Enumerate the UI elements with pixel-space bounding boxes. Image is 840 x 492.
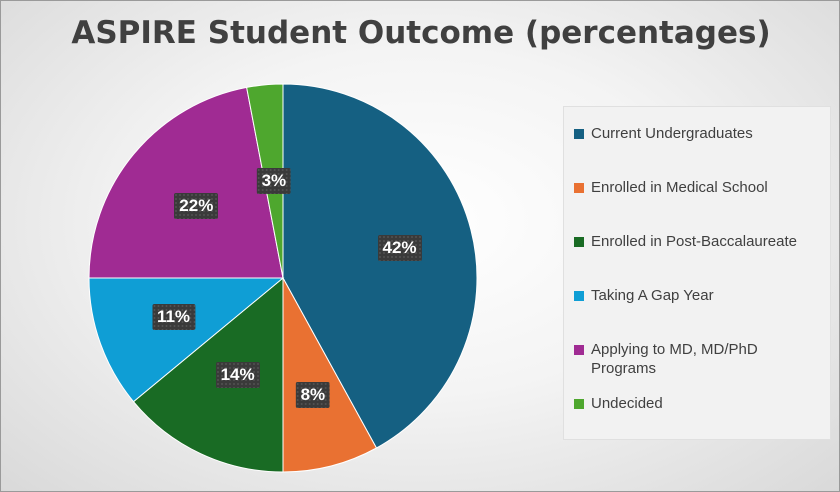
legend-item-0: Current Undergraduates bbox=[574, 124, 824, 143]
legend-item-3: Taking A Gap Year bbox=[574, 286, 824, 305]
legend-label: Current Undergraduates bbox=[591, 125, 753, 142]
legend-swatch bbox=[574, 291, 584, 301]
legend-swatch bbox=[574, 399, 584, 409]
legend-item-1: Enrolled in Medical School bbox=[574, 178, 824, 197]
legend-item-5: Undecided bbox=[574, 394, 824, 413]
legend-item-4: Applying to MD, MD/PhD Programs bbox=[574, 340, 824, 378]
chart-title: ASPIRE Student Outcome (percentages) bbox=[71, 15, 771, 51]
data-label-3: 11% bbox=[151, 304, 196, 331]
data-label-2: 14% bbox=[215, 361, 260, 388]
legend-label: Applying to MD, MD/PhD Programs bbox=[591, 341, 758, 377]
data-label-5: 3% bbox=[256, 168, 292, 195]
legend-label: Taking A Gap Year bbox=[591, 287, 714, 304]
legend-label: Undecided bbox=[591, 395, 663, 412]
pie-slice-2 bbox=[132, 276, 284, 473]
data-label-0: 42% bbox=[377, 235, 422, 262]
pie-slice-1 bbox=[282, 277, 378, 473]
legend-label: Enrolled in Post-Baccalaureate bbox=[591, 233, 797, 250]
legend-swatch bbox=[574, 129, 584, 139]
data-label-4: 22% bbox=[174, 193, 219, 220]
legend-swatch bbox=[574, 345, 584, 355]
data-label-1: 8% bbox=[295, 381, 331, 408]
pie-slice-3 bbox=[88, 277, 285, 403]
legend-swatch bbox=[574, 237, 584, 247]
pie-slice-4 bbox=[88, 86, 284, 279]
legend-swatch bbox=[574, 183, 584, 193]
legend: Current Undergraduates Enrolled in Medica… bbox=[563, 106, 831, 440]
legend-item-2: Enrolled in Post-Baccalaureate bbox=[574, 232, 824, 251]
legend-label: Enrolled in Medical School bbox=[591, 179, 768, 196]
pie-slice-0 bbox=[282, 83, 478, 449]
